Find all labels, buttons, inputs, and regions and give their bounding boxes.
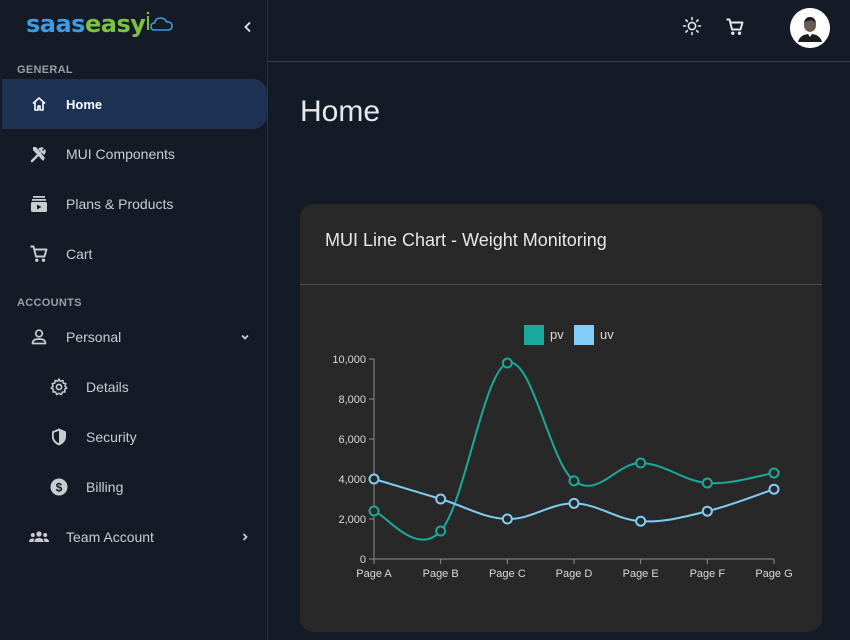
shield-icon: [48, 426, 70, 448]
tools-icon: [28, 143, 50, 165]
home-icon: [28, 93, 50, 115]
sidebar-item-personal[interactable]: Personal: [0, 312, 267, 362]
y-tick-label: 8,000: [338, 394, 366, 406]
logo-row: saaseasy: [0, 0, 267, 56]
x-tick-label: Page E: [623, 568, 659, 580]
data-point-pv: [701, 477, 713, 489]
data-point-uv: [635, 515, 647, 527]
sidebar-item-security[interactable]: Security: [0, 412, 267, 462]
section-label-general: GENERAL: [17, 64, 73, 76]
x-tick-label: Page G: [755, 568, 792, 580]
data-point-pv: [768, 467, 780, 479]
legend-label-uv: uv: [600, 327, 614, 342]
data-point-pv: [368, 505, 380, 517]
cart-icon: [28, 243, 50, 265]
sidebar-item-details[interactable]: Details: [0, 362, 267, 412]
data-point-uv: [435, 493, 447, 505]
cloud-icon: [147, 11, 174, 31]
chevron-left-icon: [244, 21, 251, 33]
data-point-pv: [635, 457, 647, 469]
subscriptions-icon: [28, 193, 50, 215]
x-tick-label: Page B: [423, 568, 459, 580]
series-line-pv: [373, 361, 775, 541]
x-tick-label: Page A: [356, 568, 392, 580]
y-tick-label: 2,000: [338, 514, 366, 526]
collapse-sidebar-button[interactable]: [238, 17, 258, 37]
x-tick-label: Page F: [690, 568, 726, 580]
data-point-uv: [501, 513, 513, 525]
y-tick-label: 6,000: [338, 434, 366, 446]
sidebar: saaseasy GENERAL Home MUI Components: [0, 0, 268, 640]
card-header: MUI Line Chart - Weight Monitoring: [300, 204, 822, 285]
data-point-uv: [701, 505, 713, 517]
theme-toggle-button[interactable]: [681, 15, 703, 37]
line-chart-svg: 0 2,000 4,000 6,000 8,000 10,000 Page A Page B P…: [332, 325, 793, 580]
data-point-pv: [501, 357, 513, 369]
legend-swatch-uv: [574, 325, 594, 345]
cart-icon: [726, 18, 744, 35]
data-point-pv: [435, 525, 447, 537]
chevron-right-icon: [238, 530, 252, 544]
svg-text:$: $: [56, 481, 63, 495]
x-tick-label: Page C: [489, 568, 526, 580]
data-point-uv: [568, 497, 580, 509]
y-tick-label: 4,000: [338, 474, 366, 486]
sidebar-item-cart[interactable]: Cart: [0, 229, 267, 279]
data-point-uv: [368, 473, 380, 485]
sidebar-item-plans-products[interactable]: Plans & Products: [0, 179, 267, 229]
legend-label-pv: pv: [550, 327, 564, 342]
x-tick-label: Page D: [556, 568, 593, 580]
person-icon: [28, 326, 50, 348]
avatar[interactable]: [790, 8, 830, 48]
top-bar: [268, 0, 850, 62]
legend-swatch-pv: [524, 325, 544, 345]
user-avatar-icon: [790, 8, 830, 48]
dollar-icon: $: [48, 476, 70, 498]
line-chart-card: MUI Line Chart - Weight Monitoring 0 2,00…: [300, 204, 822, 632]
sidebar-item-team-account[interactable]: Team Account: [0, 512, 267, 562]
page-title: Home: [300, 95, 381, 128]
y-tick-label: 10,000: [332, 354, 366, 366]
sidebar-item-billing[interactable]: $ Billing: [0, 462, 267, 512]
section-label-accounts: ACCOUNTS: [17, 297, 82, 309]
data-point-uv: [768, 483, 780, 495]
data-point-pv: [568, 475, 580, 487]
sun-icon: [682, 16, 702, 36]
group-icon: [28, 526, 50, 548]
gear-icon: [48, 376, 70, 398]
card-title: MUI Line Chart - Weight Monitoring: [325, 230, 607, 250]
brand-logo[interactable]: saaseasy: [26, 10, 182, 38]
y-tick-label: 0: [360, 554, 366, 566]
top-cart-button[interactable]: [724, 16, 746, 38]
line-chart: 0 2,000 4,000 6,000 8,000 10,000 Page A Page B P…: [300, 285, 822, 632]
sidebar-item-home[interactable]: Home: [2, 79, 267, 129]
chevron-down-icon: [238, 330, 252, 344]
sidebar-item-mui-components[interactable]: MUI Components: [0, 129, 267, 179]
